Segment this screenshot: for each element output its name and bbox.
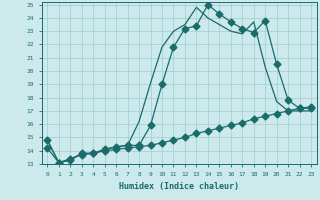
X-axis label: Humidex (Indice chaleur): Humidex (Indice chaleur)	[119, 182, 239, 191]
